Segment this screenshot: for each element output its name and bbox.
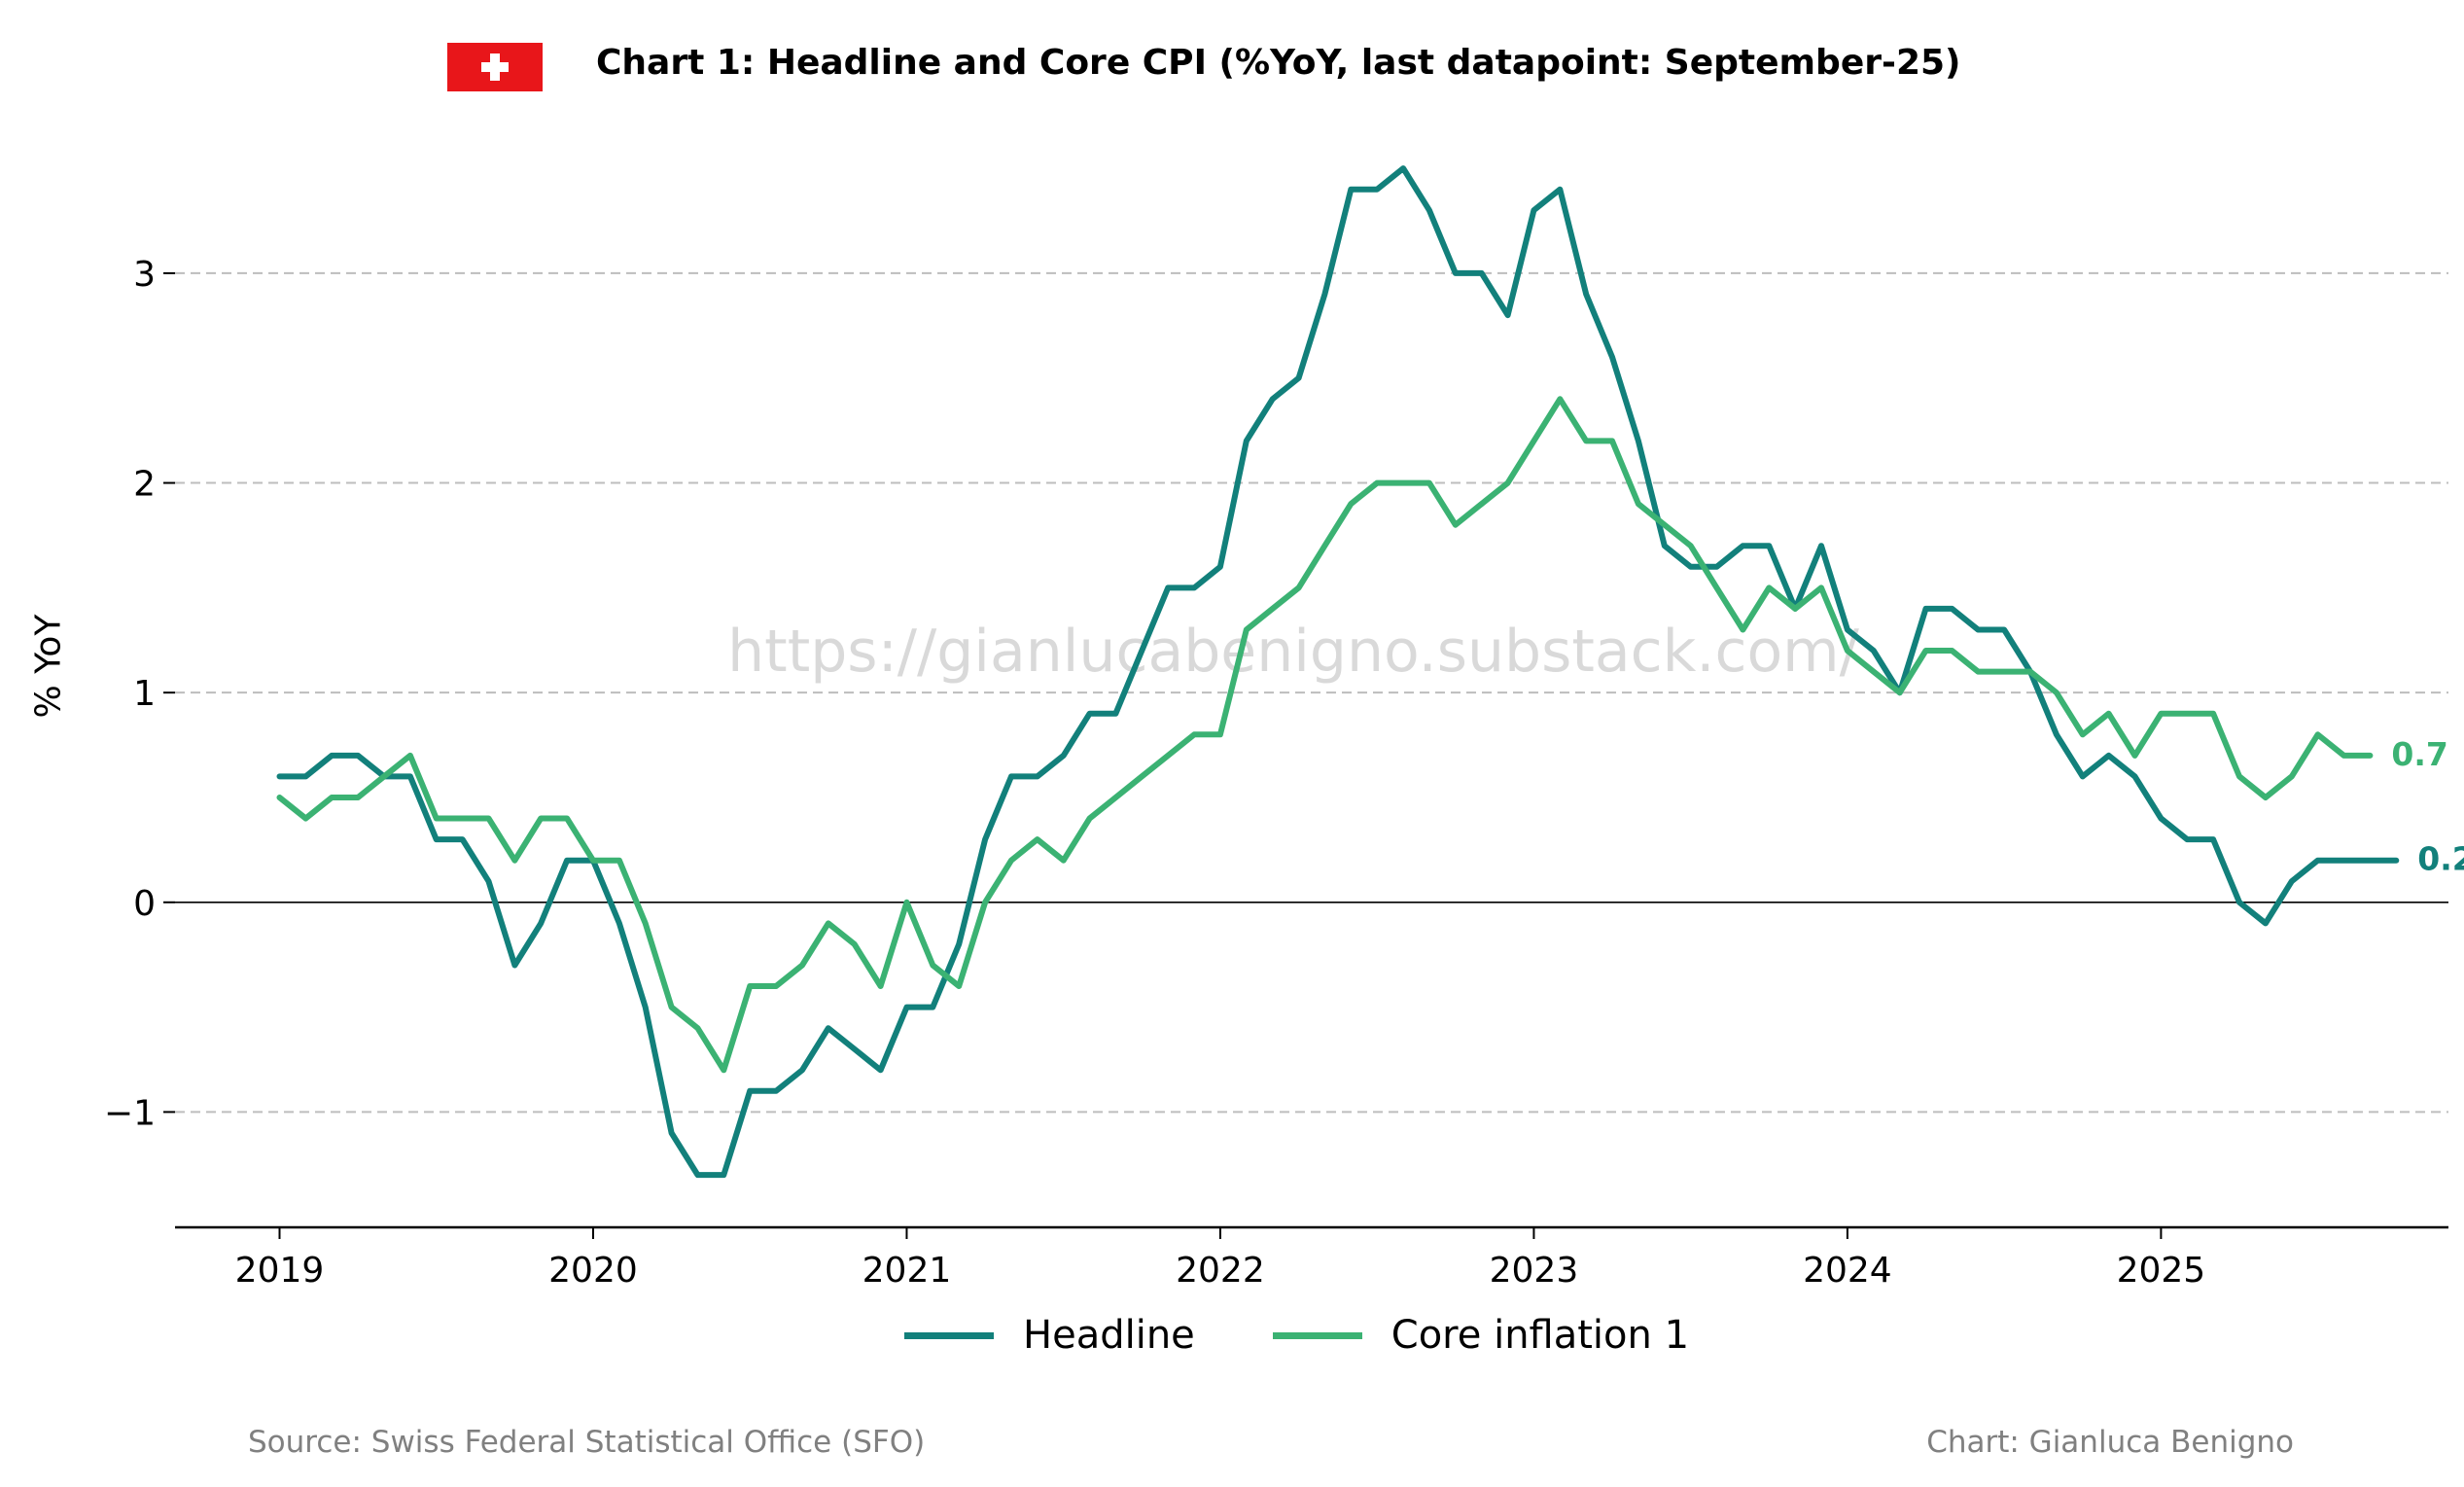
y-tick-label: −1	[104, 1093, 156, 1133]
legend-label-core: Core inflation 1	[1390, 1313, 1690, 1358]
y-tick-label: 2	[133, 465, 156, 505]
x-tick-label: 2021	[862, 1251, 952, 1291]
x-tick-label: 2022	[1176, 1251, 1265, 1291]
x-tick-label: 2019	[235, 1251, 325, 1291]
source-note: Source: Swiss Federal Statistical Office…	[248, 1425, 926, 1460]
y-tick-label: 3	[133, 255, 156, 295]
legend-item-headline[interactable]: Headline	[904, 1313, 1195, 1358]
watermark-text: https://gianlucabenigno.substack.com/	[727, 618, 1859, 686]
x-tick-label: 2025	[2117, 1251, 2206, 1291]
series-line-core	[276, 396, 2374, 1074]
legend-item-core[interactable]: Core inflation 1	[1272, 1313, 1690, 1358]
end-value-label-core: 0.7	[2391, 735, 2447, 773]
x-tick-label: 2023	[1490, 1251, 1579, 1291]
legend-swatch-core	[1272, 1331, 1362, 1339]
chart-credit: Chart: Gianluca Benigno	[1926, 1425, 2294, 1460]
series-line-headline	[276, 165, 2400, 1179]
legend-label-headline: Headline	[1023, 1313, 1195, 1358]
end-value-label-headline: 0.2	[2417, 840, 2464, 878]
y-tick-label: 1	[133, 674, 156, 714]
legend-swatch-headline	[904, 1331, 994, 1339]
x-tick-label: 2024	[1803, 1251, 1892, 1291]
x-tick-label: 2020	[548, 1251, 638, 1291]
y-tick-label: 0	[133, 884, 156, 924]
chart-title: Chart 1: Headline and Core CPI (%YoY, la…	[596, 43, 1961, 83]
legend: Headline Core inflation 1	[904, 1313, 1767, 1358]
swiss-flag-icon	[447, 43, 543, 91]
